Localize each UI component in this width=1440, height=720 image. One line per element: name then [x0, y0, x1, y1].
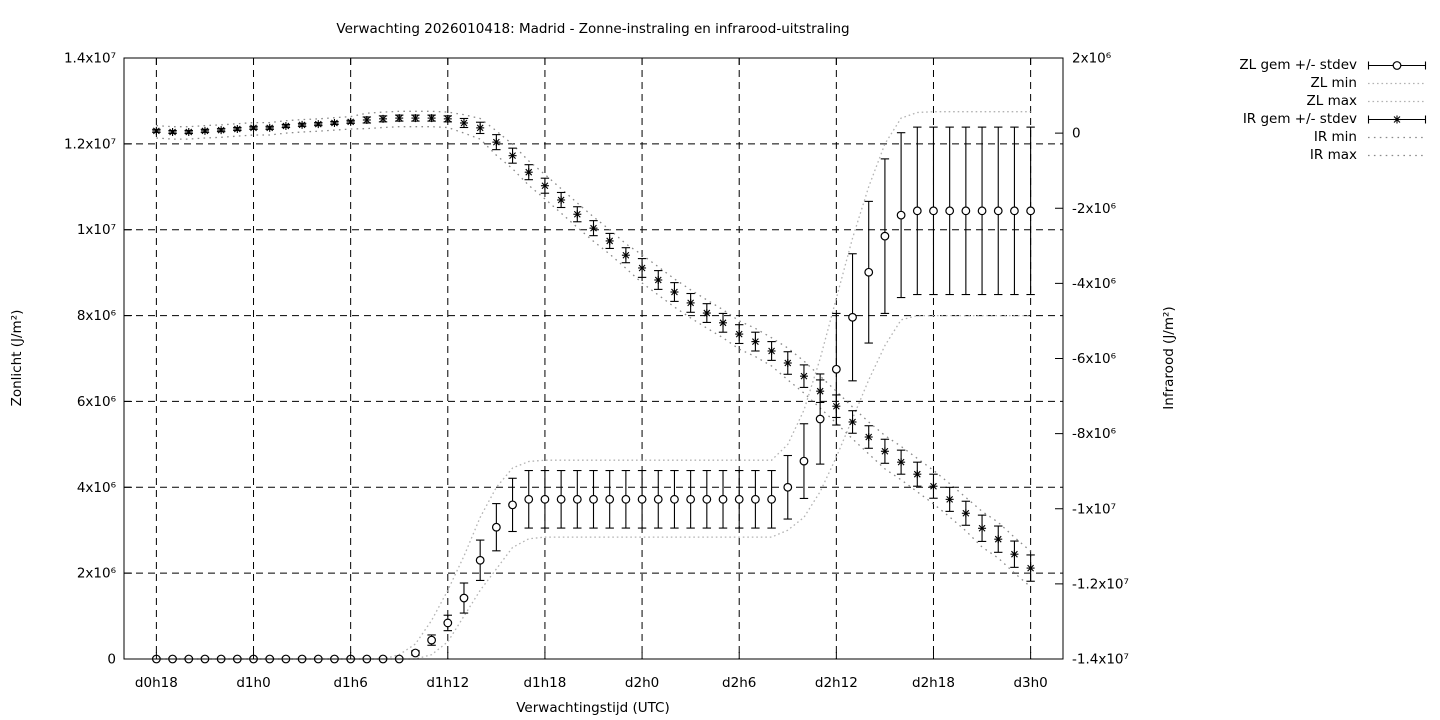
svg-text:2x10⁶: 2x10⁶	[1072, 51, 1111, 67]
legend-item-zl-min: ZL min	[1239, 74, 1427, 92]
x-axis-label: Verwachtingstijd (UTC)	[516, 700, 670, 716]
legend-label: IR gem +/- stdev	[1242, 111, 1357, 127]
svg-text:d3h0: d3h0	[1013, 675, 1047, 691]
legend-label: ZL max	[1306, 93, 1357, 109]
y-axis-left-label: Zonlicht (J/m²)	[9, 309, 25, 407]
legend: ZL gem +/- stdev ZL min ZL max IR gem +/…	[1239, 56, 1427, 164]
svg-text:d2h0: d2h0	[625, 675, 659, 691]
svg-text:d2h6: d2h6	[722, 675, 756, 691]
legend-sample-dotted-line-icon	[1368, 100, 1426, 102]
legend-label: ZL gem +/- stdev	[1239, 57, 1357, 73]
series-zl-min	[156, 314, 1031, 660]
legend-sample-errorbar-asterisk-icon	[1367, 115, 1427, 123]
legend-item-ir-max: IR max	[1239, 146, 1427, 164]
svg-text:2x10⁶: 2x10⁶	[77, 566, 116, 582]
svg-text:-1.2x10⁷: -1.2x10⁷	[1072, 576, 1129, 592]
legend-item-zl-max: ZL max	[1239, 92, 1427, 110]
svg-text:8x10⁶: 8x10⁶	[77, 308, 116, 324]
svg-text:-1x10⁷: -1x10⁷	[1072, 501, 1116, 517]
legend-sample-dotted-line-icon	[1368, 136, 1426, 138]
svg-text:-4x10⁶: -4x10⁶	[1072, 276, 1116, 292]
gridlines	[124, 58, 1063, 659]
legend-label: IR max	[1309, 147, 1357, 163]
legend-item-zl-gem: ZL gem +/- stdev	[1239, 56, 1427, 74]
svg-text:-1.4x10⁷: -1.4x10⁷	[1072, 652, 1129, 668]
series-zl-max	[156, 111, 1031, 660]
legend-item-ir-min: IR min	[1239, 128, 1427, 146]
svg-text:d1h6: d1h6	[333, 675, 367, 691]
legend-item-ir-gem: IR gem +/- stdev	[1239, 110, 1427, 128]
legend-sample-dotted-line-icon	[1368, 82, 1426, 84]
svg-text:1.2x10⁷: 1.2x10⁷	[64, 136, 116, 152]
svg-text:-2x10⁶: -2x10⁶	[1072, 201, 1116, 217]
svg-text:6x10⁶: 6x10⁶	[77, 394, 116, 410]
svg-text:1x10⁷: 1x10⁷	[77, 222, 116, 238]
legend-label: ZL min	[1310, 75, 1357, 91]
series-ir-min	[156, 126, 1032, 588]
legend-sample-errorbar-circle-icon	[1367, 60, 1427, 70]
svg-text:0: 0	[1072, 126, 1081, 142]
svg-text:d1h18: d1h18	[523, 675, 566, 691]
svg-text:d1h0: d1h0	[236, 675, 270, 691]
tick-labels: d0h18 d1h0 d1h6 d1h12 d1h18 d2h0 d2h6 d2h12 d2h1…	[64, 51, 1129, 692]
legend-sample-dotted-line-icon	[1368, 154, 1426, 156]
svg-text:0: 0	[107, 652, 116, 668]
svg-text:-8x10⁶: -8x10⁶	[1072, 426, 1116, 442]
svg-text:-6x10⁶: -6x10⁶	[1072, 351, 1116, 367]
series-zl-gem	[151, 126, 1036, 664]
svg-text:d0h18: d0h18	[135, 675, 178, 691]
svg-text:d1h12: d1h12	[426, 675, 469, 691]
svg-text:d2h12: d2h12	[815, 675, 858, 691]
y-axis-right-label: Infrarood (J/m²)	[1161, 306, 1177, 410]
svg-text:d2h18: d2h18	[912, 675, 955, 691]
chart-title: Verwachting 2026010418: Madrid - Zonne-i…	[336, 21, 850, 37]
series-ir-gem	[152, 114, 1035, 582]
legend-label: IR min	[1313, 129, 1357, 145]
svg-text:1.4x10⁷: 1.4x10⁷	[64, 51, 116, 67]
svg-text:4x10⁶: 4x10⁶	[77, 480, 116, 496]
plot-border	[123, 57, 1064, 660]
